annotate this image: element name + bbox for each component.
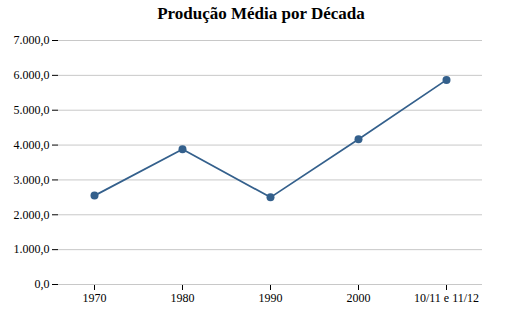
svg-text:2.000,0: 2.000,0	[14, 208, 50, 222]
svg-text:10/11 e 11/12: 10/11 e 11/12	[414, 291, 479, 305]
svg-text:3.000,0: 3.000,0	[14, 173, 50, 187]
svg-text:1970: 1970	[83, 291, 107, 305]
svg-text:6.000,0: 6.000,0	[14, 68, 50, 82]
svg-text:1990: 1990	[259, 291, 283, 305]
html-text:Produção Média por Década: Produção Média por Década	[157, 4, 365, 23]
svg-text:4.000,0: 4.000,0	[14, 138, 50, 152]
svg-text:2000: 2000	[347, 291, 371, 305]
svg-text:7.000,0: 7.000,0	[14, 33, 50, 47]
svg-text:5.000,0: 5.000,0	[14, 103, 50, 117]
svg-text:1980: 1980	[171, 291, 195, 305]
svg-text:0,0: 0,0	[35, 277, 50, 291]
svg-text:1.000,0: 1.000,0	[14, 242, 50, 256]
